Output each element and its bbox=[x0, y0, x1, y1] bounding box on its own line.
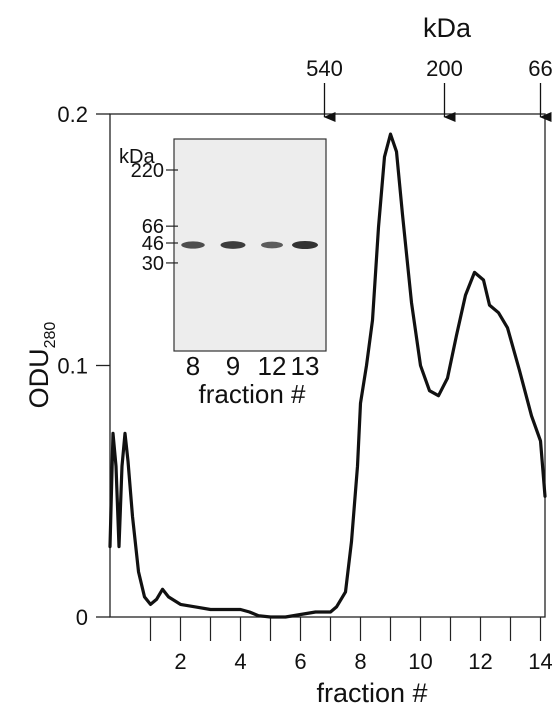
inset-mw-label: 46 bbox=[142, 233, 164, 255]
x-tick-label: 6 bbox=[294, 649, 306, 674]
inset-bands bbox=[181, 241, 318, 249]
inset-band bbox=[261, 241, 283, 249]
y-tick-marks bbox=[96, 113, 110, 618]
y-axis-title: ODU280 bbox=[24, 322, 59, 409]
marker-label: 200 bbox=[426, 56, 463, 81]
inset-lane-axis-title: fraction # bbox=[199, 379, 306, 409]
inset-mw-label: 220 bbox=[131, 160, 164, 182]
y-axis-title-subscript: 280 bbox=[42, 322, 59, 349]
y-tick-label: 0.2 bbox=[57, 102, 88, 127]
y-tick-labels: 0 0.1 0.2 bbox=[57, 102, 88, 630]
inset-lane-labels: 8 9 12 13 bbox=[186, 351, 320, 381]
x-axis-title: fraction # bbox=[316, 678, 427, 708]
x-minor-ticks bbox=[149, 617, 542, 641]
x-tick-label: 2 bbox=[174, 649, 186, 674]
x-tick-label: 4 bbox=[234, 649, 246, 674]
x-tick-label: 10 bbox=[408, 649, 432, 674]
x-tick-labels: 2 4 6 8 10 12 14 bbox=[174, 649, 552, 674]
y-tick-label: 0.1 bbox=[57, 354, 88, 379]
marker-group: 540 200 66 bbox=[306, 56, 552, 122]
inset-unit-label: kDa bbox=[119, 146, 155, 168]
inset-lane-label: 12 bbox=[258, 351, 287, 381]
marker-label: 540 bbox=[306, 56, 343, 81]
x-tick-label: 8 bbox=[354, 649, 366, 674]
y-axis-title-main: ODU bbox=[24, 348, 54, 408]
inset-band bbox=[181, 241, 205, 249]
inset-lane-label: 8 bbox=[186, 351, 200, 381]
marker-axis-title: kDa bbox=[423, 13, 472, 43]
inset-lane-label: 13 bbox=[291, 351, 320, 381]
x-tick-label: 14 bbox=[528, 649, 552, 674]
marker-label: 66 bbox=[528, 56, 552, 81]
inset-band bbox=[220, 241, 246, 249]
y-tick-label: 0 bbox=[76, 605, 88, 630]
inset-mw-label: 66 bbox=[142, 216, 164, 238]
x-tick-label: 12 bbox=[468, 649, 492, 674]
inset-mw-label: 30 bbox=[142, 253, 164, 275]
elution-trace bbox=[108, 132, 547, 619]
inset-lane-label: 9 bbox=[226, 351, 240, 381]
inset-band bbox=[292, 241, 318, 249]
